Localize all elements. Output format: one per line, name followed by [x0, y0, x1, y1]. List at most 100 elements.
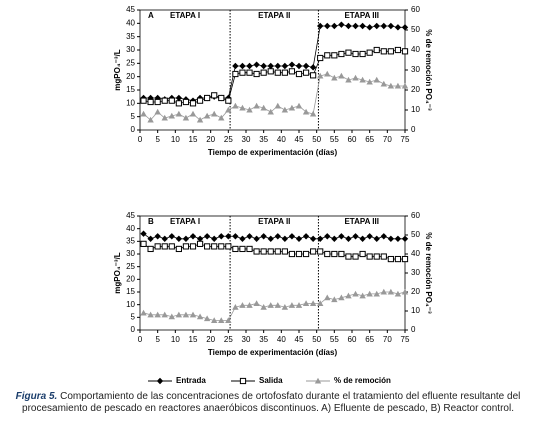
marker-triangle — [387, 288, 395, 295]
marker-triangle — [317, 300, 324, 306]
marker-triangle — [175, 311, 183, 318]
marker-square — [274, 248, 281, 255]
y2-tick-label: 10 — [411, 105, 420, 114]
y2-tick-label: 30 — [411, 268, 420, 277]
x-tick-label: 45 — [295, 335, 304, 344]
marker-triangle — [154, 108, 161, 115]
marker-triangle — [232, 102, 239, 109]
marker-diamond — [317, 235, 324, 242]
stage-label: ETAPA I — [170, 217, 200, 226]
x-tick-label: 60 — [348, 335, 357, 344]
marker-square — [225, 97, 232, 104]
marker-diamond — [225, 233, 232, 240]
marker-square — [359, 250, 366, 258]
marker-triangle — [288, 302, 296, 308]
marker-square — [196, 97, 204, 104]
marker-triangle — [246, 106, 253, 113]
marker-square — [401, 48, 409, 55]
marker-square — [373, 253, 380, 260]
x-tick-label: 30 — [242, 135, 251, 144]
marker-square — [401, 255, 409, 263]
marker-triangle — [295, 302, 303, 308]
marker-triangle — [154, 311, 161, 318]
marker-square — [182, 98, 190, 106]
marker-diamond — [182, 235, 190, 242]
marker-square — [175, 100, 182, 107]
marker-square — [324, 52, 331, 59]
x-tick-label: 5 — [155, 335, 160, 344]
marker-diamond — [232, 62, 239, 70]
y-tick-label: 10 — [126, 98, 135, 107]
marker-square — [147, 98, 154, 106]
marker-diamond — [253, 61, 260, 68]
marker-triangle — [302, 108, 310, 115]
stage-label: ETAPA III — [344, 11, 379, 20]
marker-square — [175, 245, 182, 253]
marker-square — [218, 243, 225, 250]
legend-marker — [156, 377, 164, 385]
marker-square — [225, 243, 232, 250]
marker-square — [211, 243, 218, 250]
marker-square — [394, 46, 402, 54]
marker-triangle — [189, 311, 197, 318]
y-tick-label: 10 — [126, 300, 135, 309]
marker-square — [182, 243, 190, 250]
marker-diamond — [387, 22, 395, 30]
caption-label: Figura 5. — [15, 391, 58, 402]
x-tick-label: 55 — [330, 135, 339, 144]
x-tick-label: 0 — [138, 335, 143, 344]
marker-square — [352, 50, 359, 58]
marker-triangle — [267, 108, 274, 115]
x-tick-label: 50 — [312, 135, 321, 144]
x-tick-label: 15 — [189, 135, 198, 144]
marker-diamond — [175, 94, 183, 102]
marker-square — [387, 48, 394, 55]
y-axis-title: mgPO₄⁻³/L — [113, 49, 122, 90]
marker-triangle — [295, 102, 303, 109]
marker-diamond — [345, 22, 352, 30]
marker-triangle — [246, 302, 253, 308]
y2-tick-label: 10 — [411, 306, 420, 315]
marker-diamond — [232, 233, 239, 240]
marker-triangle — [394, 82, 402, 89]
marker-diamond — [196, 235, 204, 242]
x-tick-label: 10 — [171, 135, 180, 144]
marker-triangle — [196, 313, 204, 320]
marker-square — [317, 54, 324, 62]
marker-diamond — [317, 22, 324, 30]
marker-triangle — [196, 116, 204, 123]
marker-square — [204, 243, 211, 250]
marker-diamond — [352, 233, 359, 240]
y-tick-label: 40 — [126, 18, 135, 27]
marker-diamond — [218, 233, 225, 240]
marker-square — [274, 69, 281, 76]
marker-triangle — [373, 290, 380, 297]
marker-diamond — [366, 233, 373, 240]
marker-diamond — [140, 230, 147, 237]
marker-square — [211, 92, 218, 99]
marker-square — [281, 248, 288, 255]
marker-triangle — [331, 296, 338, 303]
x-tick-label: 50 — [312, 335, 321, 344]
marker-triangle — [366, 78, 373, 85]
y2-tick-label: 40 — [411, 45, 420, 54]
marker-triangle — [182, 311, 190, 318]
marker-diamond — [380, 233, 387, 240]
marker-triangle — [324, 70, 331, 77]
marker-diamond — [175, 235, 183, 242]
y-tick-label: 15 — [126, 85, 135, 94]
x-tick-label: 0 — [138, 135, 143, 144]
legend-marker — [239, 377, 247, 385]
marker-triangle — [218, 317, 225, 324]
stage-label: ETAPA II — [258, 11, 290, 20]
marker-square — [352, 253, 359, 260]
marker-triangle — [161, 114, 168, 121]
marker-diamond — [274, 233, 281, 240]
marker-square — [168, 97, 175, 104]
marker-square — [310, 248, 317, 255]
y2-tick-label: 20 — [411, 85, 420, 94]
marker-square — [373, 46, 380, 54]
panel-letter: A — [148, 11, 154, 20]
marker-square — [387, 255, 394, 263]
